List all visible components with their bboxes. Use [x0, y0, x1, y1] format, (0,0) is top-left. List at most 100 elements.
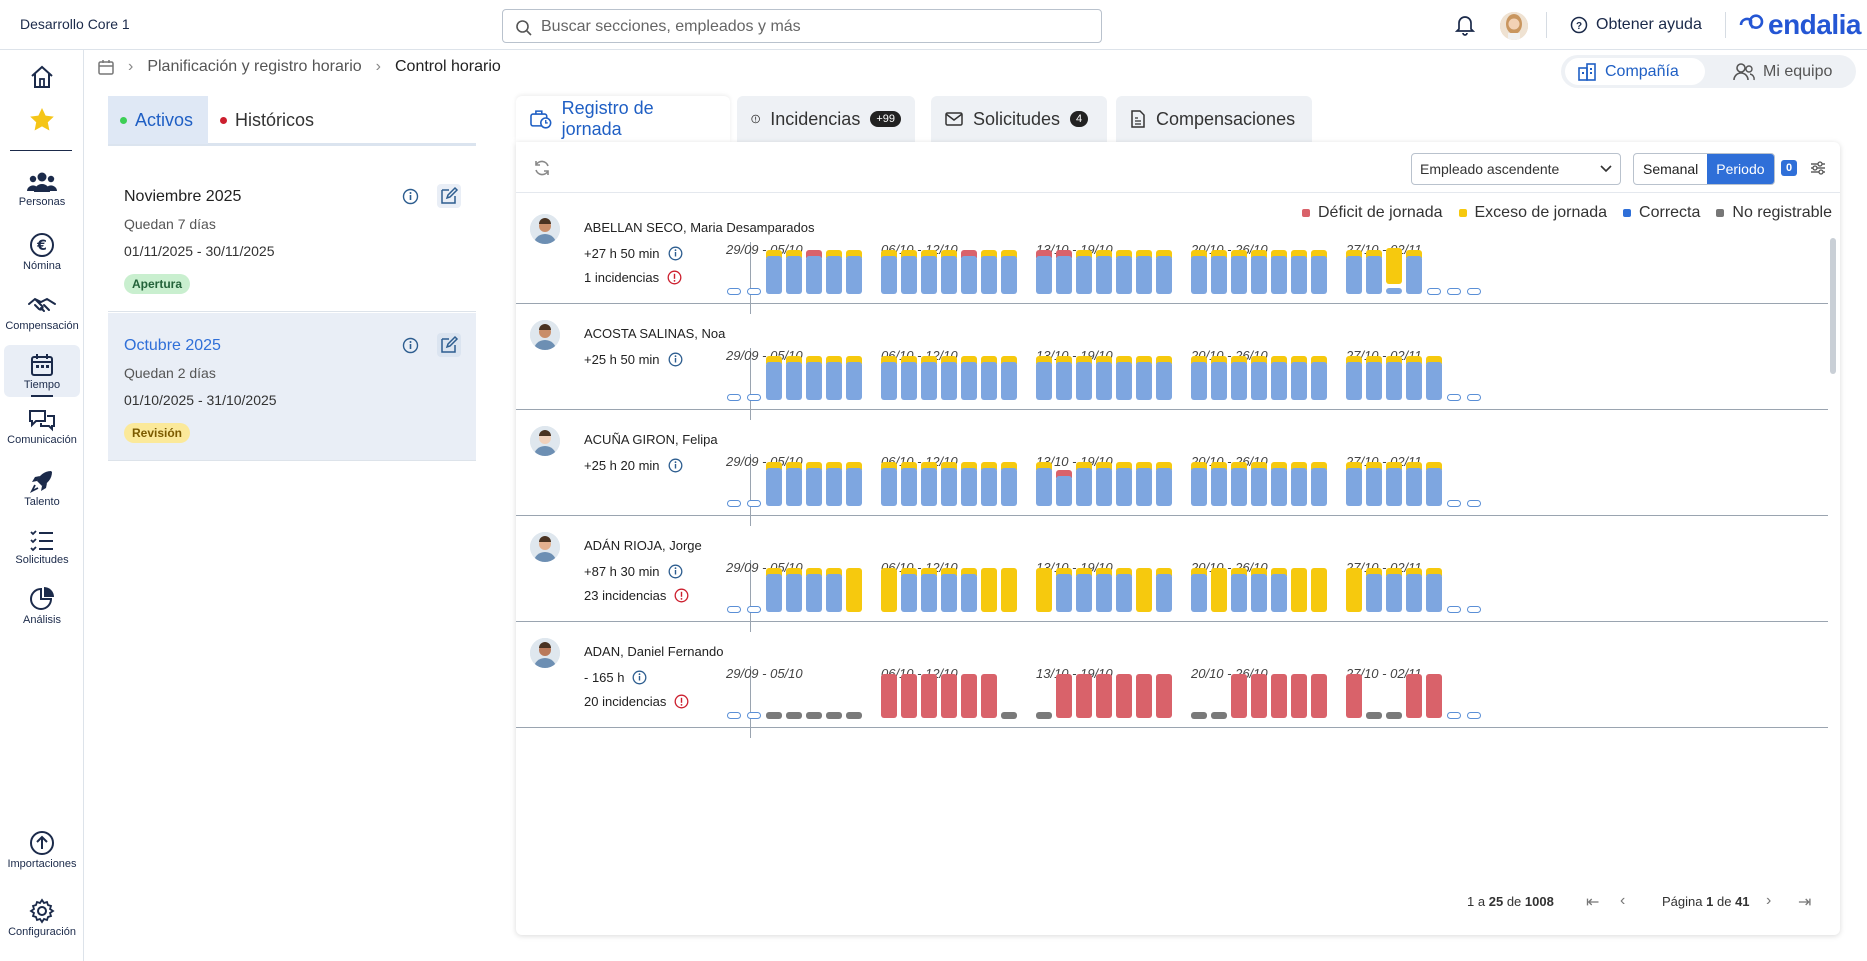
day-excess-cap[interactable] [1116, 356, 1132, 364]
day-correct[interactable] [1406, 468, 1422, 506]
day-not-registrable[interactable] [1366, 712, 1382, 719]
day-correct[interactable] [901, 256, 917, 294]
employee-avatar[interactable] [530, 426, 560, 456]
day-correct[interactable] [1136, 256, 1152, 294]
day-correct[interactable] [1231, 468, 1247, 506]
day-excess-cap[interactable] [1366, 462, 1382, 470]
day-excess[interactable] [1291, 568, 1307, 612]
day-excess-cap[interactable] [786, 568, 802, 576]
day-correct[interactable] [1156, 574, 1172, 612]
day-excess-cap[interactable] [1076, 568, 1092, 576]
day-correct[interactable] [766, 468, 782, 506]
day-correct[interactable] [941, 574, 957, 612]
day-correct[interactable] [1346, 362, 1362, 400]
day-correct[interactable] [1096, 362, 1112, 400]
day-deficit[interactable] [981, 674, 997, 718]
info-icon[interactable] [668, 352, 683, 367]
day-excess-cap[interactable] [1426, 356, 1442, 364]
day-correct[interactable] [881, 362, 897, 400]
employee-name[interactable]: ACUÑA GIRON, Felipa [584, 432, 718, 447]
day-correct[interactable] [1426, 574, 1442, 612]
prev-page-button[interactable]: ‹ [1620, 892, 1626, 909]
day-excess-cap[interactable] [921, 250, 937, 258]
day-correct[interactable] [1366, 362, 1382, 400]
nav-talento[interactable]: Talento [0, 468, 84, 508]
day-deficit[interactable] [881, 674, 897, 718]
employee-name[interactable]: ACOSTA SALINAS, Noa [584, 326, 726, 341]
day-excess-cap[interactable] [921, 462, 937, 470]
day-empty[interactable] [1447, 394, 1461, 401]
day-correct[interactable] [1211, 256, 1227, 294]
day-correct[interactable] [1271, 256, 1287, 294]
day-excess-cap[interactable] [1001, 356, 1017, 364]
day-correct[interactable] [961, 256, 977, 294]
day-excess-cap[interactable] [806, 568, 822, 576]
day-correct[interactable] [1346, 468, 1362, 506]
employee-avatar[interactable] [530, 214, 560, 244]
day-correct[interactable] [1291, 362, 1307, 400]
employee-incidents[interactable]: 1 incidencias [584, 270, 682, 285]
user-avatar[interactable] [1500, 12, 1528, 40]
day-correct[interactable] [1386, 468, 1402, 506]
day-excess-cap[interactable] [1271, 356, 1287, 364]
day-excess-cap[interactable] [1406, 250, 1422, 258]
day-correct[interactable] [1136, 468, 1152, 506]
employee-row[interactable]: ADAN, Daniel Fernando - 165 h 20 incidenci… [516, 622, 1828, 738]
day-correct[interactable] [1251, 468, 1267, 506]
employee-row[interactable]: ACUÑA GIRON, Felipa +25 h 20 min 29/09 - 0… [516, 410, 1828, 526]
day-excess-cap[interactable] [901, 250, 917, 258]
day-correct[interactable] [846, 256, 862, 294]
day-correct[interactable] [881, 256, 897, 294]
day-excess-cap[interactable] [1366, 356, 1382, 364]
day-excess[interactable] [1311, 568, 1327, 612]
day-excess-cap[interactable] [1156, 568, 1172, 576]
day-excess[interactable] [881, 568, 897, 612]
day-excess-cap[interactable] [1156, 250, 1172, 258]
first-page-button[interactable]: ⇤ [1586, 894, 1600, 911]
refresh-icon[interactable] [532, 158, 552, 178]
day-empty[interactable] [727, 394, 741, 401]
nav-personas[interactable]: Personas [0, 170, 84, 208]
day-excess-cap[interactable] [961, 568, 977, 576]
nav-nomina[interactable]: € Nómina [0, 232, 84, 272]
employee-row[interactable]: ADÁN RIOJA, Jorge +87 h 30 min 23 incidenc… [516, 516, 1828, 632]
tab-incidencias[interactable]: Incidencias +99 [737, 96, 915, 142]
day-excess-cap[interactable] [1076, 462, 1092, 470]
day-empty[interactable] [1447, 500, 1461, 507]
day-excess-cap[interactable] [786, 250, 802, 258]
day-excess-cap[interactable] [1096, 568, 1112, 576]
day-excess-cap[interactable] [1311, 462, 1327, 470]
day-correct[interactable] [1346, 256, 1362, 294]
employee-avatar[interactable] [530, 320, 560, 350]
day-correct[interactable] [1096, 256, 1112, 294]
day-correct[interactable] [1096, 468, 1112, 506]
day-excess-cap[interactable] [941, 568, 957, 576]
employee-row[interactable]: ABELLAN SECO, Maria Desamparados +27 h 50… [516, 198, 1828, 314]
day-correct[interactable] [1036, 468, 1052, 506]
day-correct[interactable] [1076, 574, 1092, 612]
day-excess-cap[interactable] [1136, 250, 1152, 258]
filter-sliders-icon[interactable] [1810, 160, 1826, 176]
nav-tiempo[interactable]: Tiempo [4, 345, 80, 397]
day-excess-cap[interactable] [1191, 250, 1207, 258]
day-excess-cap[interactable] [1346, 462, 1362, 470]
day-excess-cap[interactable] [1001, 462, 1017, 470]
edit-button[interactable] [437, 184, 461, 208]
day-correct[interactable] [901, 362, 917, 400]
day-excess-cap[interactable] [1231, 250, 1247, 258]
day-correct[interactable] [1056, 362, 1072, 400]
day-correct[interactable] [1076, 362, 1092, 400]
day-empty[interactable] [747, 500, 761, 507]
employee-name[interactable]: ADÁN RIOJA, Jorge [584, 538, 702, 553]
day-excess-cap[interactable] [1231, 356, 1247, 364]
day-correct[interactable] [901, 468, 917, 506]
day-empty[interactable] [727, 288, 741, 295]
day-correct[interactable] [1156, 468, 1172, 506]
day-correct[interactable] [1211, 362, 1227, 400]
day-correct[interactable] [1406, 574, 1422, 612]
day-excess-cap[interactable] [1116, 568, 1132, 576]
search-input[interactable]: Buscar secciones, empleados y más [502, 9, 1102, 43]
day-correct[interactable] [1191, 362, 1207, 400]
day-excess-cap[interactable] [1076, 356, 1092, 364]
employee-incidents[interactable]: 20 incidencias [584, 694, 689, 709]
